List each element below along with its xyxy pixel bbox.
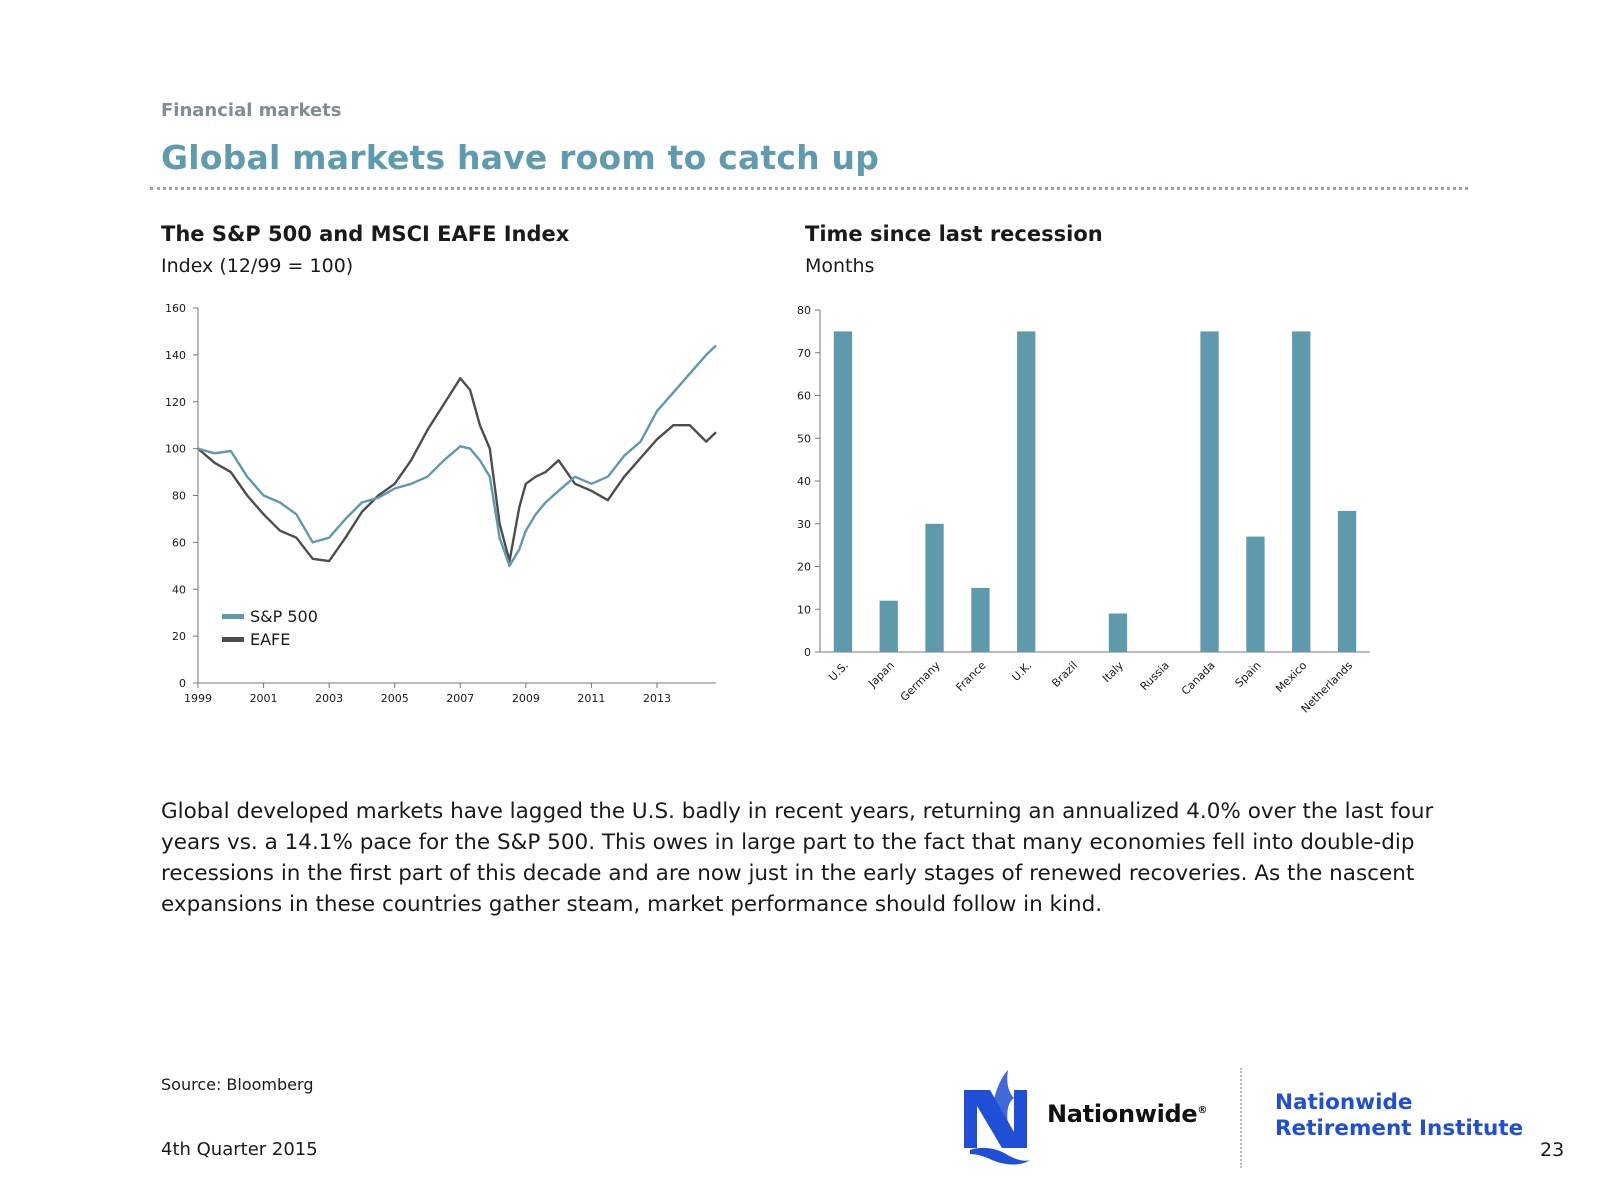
y-tick-label: 40 — [172, 583, 186, 596]
x-category-label: Japan — [865, 659, 897, 691]
brand-name-text: Nationwide — [1047, 1100, 1198, 1128]
bar-germany — [925, 523, 944, 653]
bar-chart: 0 10 20 30 40 50 60 70 80 U.S. Japan Germany France U… — [797, 304, 1370, 716]
bar-chart-subtitle: Months — [805, 255, 875, 277]
bar-mexico — [1292, 331, 1311, 652]
x-category-label: Russia — [1138, 659, 1172, 693]
bar-uk — [1017, 331, 1036, 652]
institute-line-1: Nationwide — [1275, 1090, 1413, 1115]
line-chart-legend: S&P 500 EAFE — [222, 607, 318, 649]
y-tick-label: 160 — [165, 302, 186, 315]
x-category-label: France — [953, 659, 988, 694]
bar-japan — [879, 600, 898, 652]
y-tick-label: 60 — [172, 536, 186, 549]
legend-swatch — [222, 614, 244, 619]
x-tick-label: 2003 — [315, 692, 343, 705]
y-tick-label: 0 — [179, 677, 186, 690]
y-tick-label: 10 — [797, 603, 811, 616]
x-tick-label: 2007 — [446, 692, 474, 705]
x-category-label: U.K. — [1009, 659, 1034, 684]
x-tick-label: 2005 — [381, 692, 409, 705]
y-tick-label: 100 — [165, 443, 186, 456]
bar-chart-title: Time since last recession — [805, 222, 1103, 246]
x-tick-label: 2001 — [250, 692, 278, 705]
footer-date: 4th Quarter 2015 — [161, 1139, 318, 1160]
x-category-label: U.S. — [826, 659, 851, 684]
x-tick-label: 2013 — [643, 692, 671, 705]
nationwide-eagle-logo-icon — [964, 1070, 1030, 1165]
y-tick-label: 20 — [172, 630, 186, 643]
commentary-paragraph: Global developed markets have lagged the… — [161, 799, 1434, 917]
x-category-label: Germany — [898, 659, 943, 704]
bar-canada — [1200, 331, 1219, 652]
legend-swatch — [222, 637, 244, 642]
y-tick-label: 30 — [797, 518, 811, 531]
title-divider — [150, 187, 1468, 190]
legend-label: EAFE — [250, 630, 290, 649]
x-tick-label: 2009 — [512, 692, 540, 705]
x-tick-label: 2011 — [577, 692, 605, 705]
y-tick-label: 80 — [797, 304, 811, 317]
y-tick-label: 50 — [797, 432, 811, 445]
y-tick-label: 70 — [797, 347, 811, 360]
line-chart-title: The S&P 500 and MSCI EAFE Index — [161, 222, 570, 246]
line-chart: 0 20 40 60 80 100 120 140 160 1999 2001 2003 2005 200… — [165, 302, 717, 705]
x-category-label: Canada — [1179, 659, 1218, 698]
x-tick-label: 1999 — [184, 692, 212, 705]
section-label: Financial markets — [161, 100, 342, 121]
y-tick-label: 0 — [804, 646, 811, 659]
y-tick-label: 120 — [165, 396, 186, 409]
source-note: Source: Bloomberg — [161, 1075, 314, 1094]
line-chart-subtitle: Index (12/99 = 100) — [161, 255, 354, 277]
bar-us — [833, 331, 853, 652]
y-tick-label: 60 — [797, 390, 811, 403]
bar-chart-axes: 0 10 20 30 40 50 60 70 80 U.S. Japan Germany France U… — [797, 304, 1370, 716]
legend-label: S&P 500 — [250, 607, 318, 626]
bar-netherlands — [1337, 510, 1357, 652]
brand-name: Nationwide® — [1047, 1100, 1207, 1128]
institute-line-2: Retirement Institute — [1275, 1116, 1524, 1141]
footer-divider — [1240, 1068, 1242, 1168]
bar-france — [971, 587, 990, 652]
y-tick-label: 40 — [797, 475, 811, 488]
x-category-label: Italy — [1100, 659, 1126, 685]
page-title: Global markets have room to catch up — [161, 138, 880, 177]
bar-italy — [1108, 613, 1128, 652]
series-line-s-p-500 — [197, 344, 717, 567]
line-chart-axes: 0 20 40 60 80 100 120 140 160 1999 2001 2003 2005 200… — [165, 302, 716, 705]
x-category-label: Mexico — [1273, 659, 1310, 696]
y-tick-label: 80 — [172, 490, 186, 503]
series-line-eafe — [197, 377, 717, 563]
x-category-label: Brazil — [1049, 659, 1080, 690]
y-tick-label: 20 — [797, 561, 811, 574]
institute-name: Nationwide Retirement Institute — [1275, 1090, 1523, 1142]
bar-spain — [1246, 536, 1265, 652]
registered-mark: ® — [1197, 1105, 1208, 1116]
line-chart-series — [197, 344, 717, 567]
x-category-label: Spain — [1233, 659, 1264, 690]
bar-chart-bars — [833, 331, 1357, 653]
y-tick-label: 140 — [165, 349, 186, 362]
page-number: 23 — [1540, 1139, 1565, 1161]
